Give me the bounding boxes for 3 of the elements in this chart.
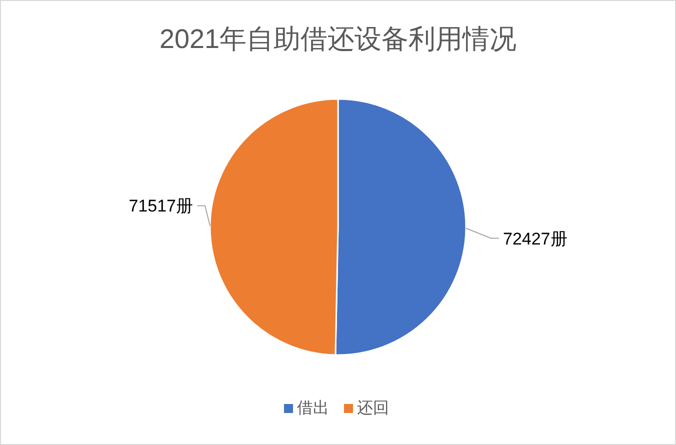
legend-label: 借出 [297, 399, 329, 417]
legend-label: 还回 [357, 400, 389, 417]
title: 2021年自助借还设备利用情况 [159, 24, 517, 54]
